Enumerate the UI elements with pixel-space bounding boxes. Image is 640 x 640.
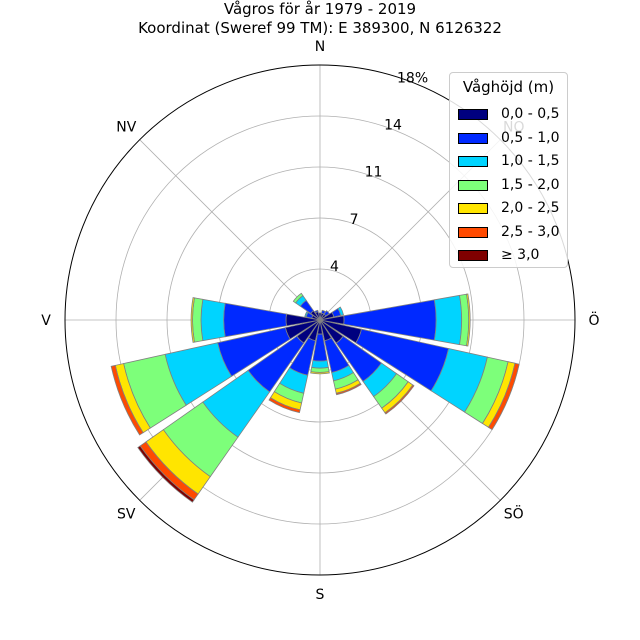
legend-label: 0,0 - 0,5 — [501, 106, 560, 122]
legend-label: 1,5 - 2,0 — [501, 176, 560, 193]
sector-bar-segment — [110, 364, 144, 436]
sector-bar-segment — [192, 297, 204, 343]
radial-tick-label: 18% — [397, 70, 428, 86]
chart-subtitle: Koordinat (Sweref 99 TM): E 389300, N 61… — [138, 19, 502, 37]
direction-label: N — [315, 39, 325, 55]
sector-bar-segment — [304, 311, 309, 318]
sector-bar-segment — [314, 309, 319, 314]
sector-bar-segment — [200, 298, 226, 342]
legend-swatch — [458, 179, 488, 191]
sector-bar-segment — [487, 362, 520, 431]
legend-title: Våghöjd (m) — [462, 78, 555, 96]
outer-ring — [64, 64, 576, 576]
sector-bar-segment — [310, 371, 330, 375]
legend-swatch — [458, 226, 488, 238]
legend-swatch — [458, 203, 488, 214]
sector-bar-segment — [268, 397, 301, 414]
sector-bar-segment — [190, 297, 195, 343]
direction-label: SV — [117, 507, 136, 523]
legend-label: 2,0 - 2,5 — [501, 200, 560, 216]
direction-label: S — [316, 587, 325, 603]
direction-label: V — [41, 313, 51, 329]
sector-bar-segment — [337, 306, 344, 316]
legend-swatch — [458, 156, 488, 167]
grid-spoke — [139, 139, 321, 321]
legend-swatch — [458, 109, 488, 120]
sector-bar-segment — [323, 310, 330, 317]
radial-tick-label: 11 — [365, 165, 383, 181]
legend-label: 2,5 - 3,0 — [501, 223, 560, 240]
radial-tick-labels: 4 7 11 14 18% — [330, 70, 428, 274]
legend-label: 0,5 - 1,0 — [501, 129, 560, 146]
sector-bar-segment — [292, 292, 304, 304]
legend-label: ≥ 3,0 — [501, 247, 540, 263]
legend: Våghöjd (m) 0,0 - 0,5 0,5 - 1,0 1,0 - 1,5 1… — [449, 72, 568, 268]
radial-tick-label: 14 — [384, 118, 402, 134]
radial-tick-label: 7 — [350, 212, 359, 228]
legend-swatch — [458, 250, 488, 261]
legend-swatch — [458, 132, 488, 144]
sector-bar-segment — [466, 293, 471, 347]
sector-bar-segment — [137, 445, 195, 503]
sector-bar-segment — [335, 382, 362, 396]
chart-title: Vågros för år 1979 - 2019 — [223, 0, 417, 18]
sector-bar-segment — [384, 384, 415, 415]
sector-bar-segment — [311, 359, 329, 369]
sector-bar-segment — [433, 294, 462, 346]
direction-label: NV — [116, 119, 136, 135]
direction-label: SÖ — [504, 505, 524, 523]
legend-label: 1,0 - 1,5 — [501, 153, 560, 169]
radial-tick-label: 4 — [330, 259, 339, 275]
direction-label: Ö — [588, 311, 599, 329]
sector-bars — [110, 292, 520, 503]
